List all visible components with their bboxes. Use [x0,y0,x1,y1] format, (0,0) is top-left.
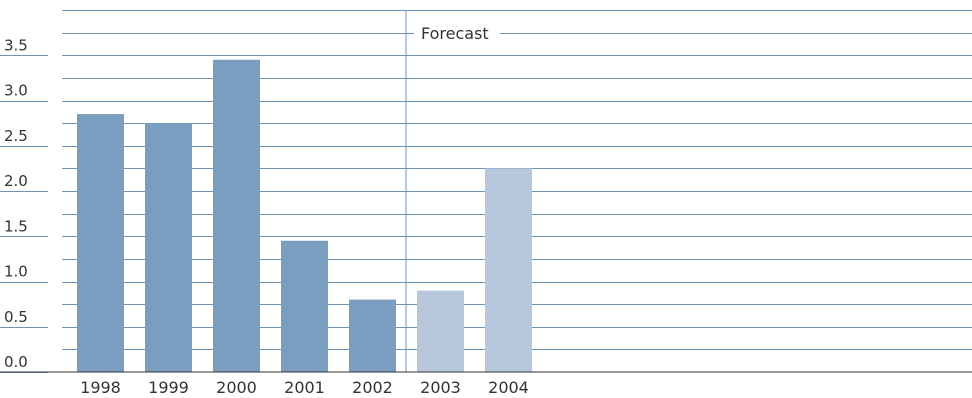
x-tick-label: 2001 [284,378,325,397]
y-tick-label: 1.5 [4,217,28,235]
y-tick-label: 3.5 [4,36,28,54]
bars [77,59,532,373]
x-tick-label: 2003 [420,378,461,397]
x-tick-label: 2000 [216,378,257,397]
actual-bar [213,59,260,373]
forecast-bar [485,168,532,372]
y-tick-label: 3.0 [4,82,28,100]
forecast-bar [417,290,464,372]
forecast-label-background [414,22,500,44]
x-tick-label: 2002 [352,378,393,397]
actual-bar [145,123,192,372]
y-tick-label: 0.5 [4,308,28,326]
actual-bar [77,114,124,372]
x-tick-label: 1998 [80,378,121,397]
actual-bar [281,240,328,372]
forecast-label: Forecast [421,24,489,43]
x-axis-tick-labels: 1998 1999 2000 2001 2002 2003 2004 [80,378,529,397]
y-axis-tick-labels: 0.0 0.5 1.0 1.5 2.0 2.5 3.0 3.5 [0,36,48,373]
y-tick-label: 2.5 [4,127,28,145]
forecast-annotation: Forecast [414,22,500,44]
y-tick-label: 2.0 [4,172,28,190]
actual-bar [349,299,396,372]
x-tick-label: 2004 [488,378,529,397]
y-tick-label: 0.0 [4,353,28,371]
y-tick-label: 1.0 [4,263,28,281]
x-tick-label: 1999 [148,378,189,397]
